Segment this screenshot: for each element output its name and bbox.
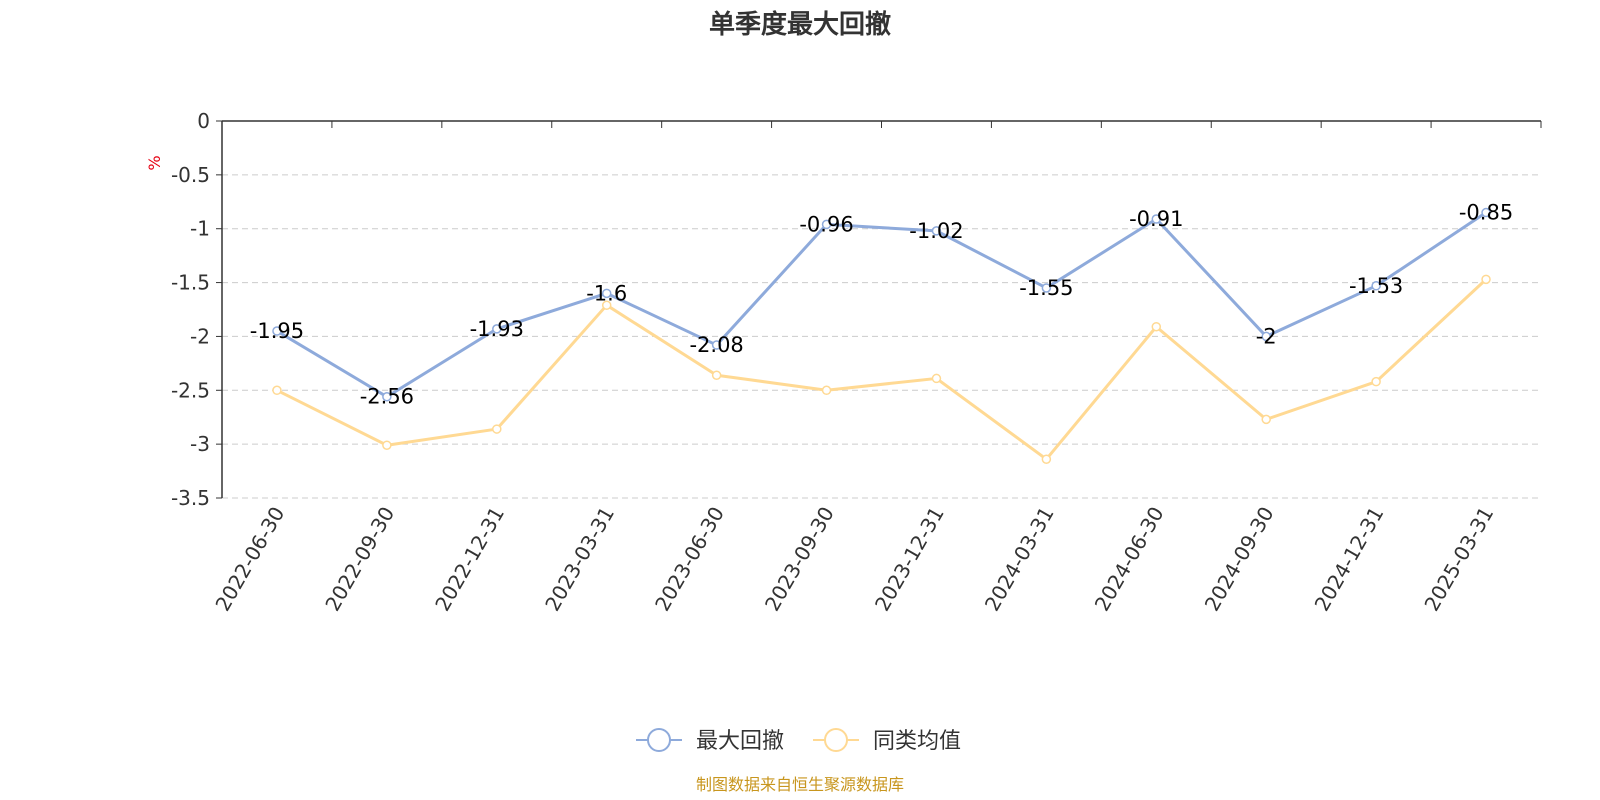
data-point (1261, 414, 1271, 425)
data-label: -1.02 (909, 219, 963, 243)
data-label: -1.6 (586, 281, 627, 305)
data-point (382, 440, 392, 450)
data-label: -0.96 (799, 212, 853, 236)
y-tick-label: -2.5 (171, 378, 210, 402)
data-point (492, 424, 502, 434)
data-point (711, 340, 722, 350)
y-tick-label: -3.5 (171, 486, 210, 510)
data-labels: -1.95 -2.56 -1.93 -1.6 -2.08 -0.96 -1.02 -1.55 -… (250, 201, 1513, 409)
data-point (931, 373, 942, 384)
y-tick-label: -1 (190, 217, 210, 241)
data-point (272, 326, 282, 336)
chart-title: 单季度最大回撤 (709, 9, 891, 40)
y-tick-label: -2 (190, 324, 210, 348)
data-point (821, 219, 832, 230)
data-point (601, 300, 612, 310)
data-point (1481, 207, 1491, 218)
data-label: -0.91 (1129, 207, 1183, 231)
data-label: -1.95 (250, 319, 304, 343)
grid-lines (222, 174, 1541, 499)
x-tick-label: 2023-12-31 (870, 503, 949, 616)
data-point (1151, 214, 1162, 224)
data-label: -2.56 (360, 385, 414, 409)
x-tick-label: 2024-06-30 (1090, 503, 1169, 616)
data-point (711, 370, 722, 380)
data-label: -2 (1256, 324, 1277, 348)
y-tick-label: 0 (197, 109, 210, 133)
data-point (601, 288, 612, 299)
data-point (1481, 274, 1491, 285)
y-tick-label: -1.5 (171, 271, 210, 295)
data-point (1151, 321, 1162, 332)
data-label: -1.93 (470, 317, 524, 341)
y-tick-label: -0.5 (171, 163, 210, 187)
x-tick-label: 2022-06-30 (210, 503, 289, 616)
x-tick-label: 2023-09-30 (760, 503, 839, 616)
data-label: -1.55 (1019, 276, 1073, 300)
legend-swatch-marker (647, 728, 671, 752)
legend-label: 最大回撤 (696, 729, 784, 754)
y-axis-ticks: 0 -0.5 -1 -1.5 -2 -2.5 -3 -3.5 (171, 109, 222, 510)
series-line (276, 211, 1487, 399)
data-point (931, 226, 942, 236)
legend-label: 同类均值 (873, 729, 961, 754)
series-line (276, 278, 1488, 461)
data-label: -1.53 (1349, 274, 1403, 298)
data-point (1261, 331, 1271, 342)
data-point (272, 385, 282, 396)
x-tick-label: 2024-09-30 (1200, 503, 1279, 616)
data-point (382, 391, 392, 402)
x-axis-ticks: 2022-06-30 2022-09-30 2022-12-31 2023-03-31… (210, 121, 1542, 616)
x-tick-label: 2022-12-31 (430, 503, 509, 616)
source-note: 制图数据来自恒生聚源数据库 (696, 775, 904, 794)
data-point (1041, 283, 1052, 293)
series-lines (272, 207, 1491, 464)
x-tick-label: 2022-09-30 (320, 503, 399, 616)
x-tick-label: 2025-03-31 (1419, 503, 1498, 616)
y-axis-unit: % (145, 155, 164, 170)
data-point (1371, 376, 1381, 387)
data-point (1041, 454, 1052, 464)
data-point (821, 385, 832, 396)
x-tick-label: 2023-03-31 (540, 503, 619, 616)
legend: 最大回撤 同类均值 (636, 728, 961, 754)
data-label: -2.08 (689, 333, 743, 357)
legend-swatch-marker (824, 728, 848, 752)
y-tick-label: -3 (190, 432, 210, 456)
data-point (492, 324, 502, 334)
data-label: -0.85 (1459, 201, 1513, 225)
x-tick-label: 2023-06-30 (650, 503, 729, 616)
x-tick-label: 2024-03-31 (980, 503, 1059, 616)
x-tick-label: 2024-12-31 (1310, 503, 1389, 616)
data-point (1371, 281, 1381, 291)
